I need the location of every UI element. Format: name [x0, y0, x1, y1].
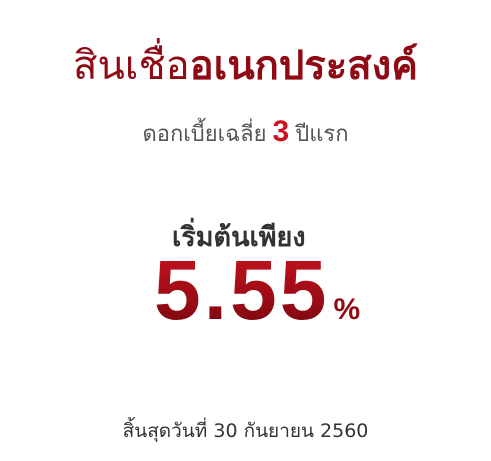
subheadline: ดอกเบี้ยเฉลี่ย 3 ปีแรก: [0, 112, 491, 155]
headline-part-loan: สินเชื่อ: [73, 43, 190, 89]
starting-at-label: เริ่มต้นเพียง: [172, 222, 306, 253]
subheadline-first-years: ปีแรก: [295, 122, 349, 147]
headline-part-multipurpose: อเนกประสงค์: [189, 43, 418, 89]
interest-rate-value: 5.55: [154, 243, 330, 337]
interest-rate: 5.55%: [154, 248, 360, 332]
subheadline-years-number: 3: [272, 115, 290, 148]
deadline-text: สิ้นสุดวันที่ 30 กันยายน 2560: [122, 420, 369, 442]
percent-sign: %: [333, 293, 361, 326]
headline: สินเชื่ออเนกประสงค์: [0, 36, 491, 96]
subheadline-average-interest: ดอกเบี้ยเฉลี่ย: [142, 122, 267, 147]
